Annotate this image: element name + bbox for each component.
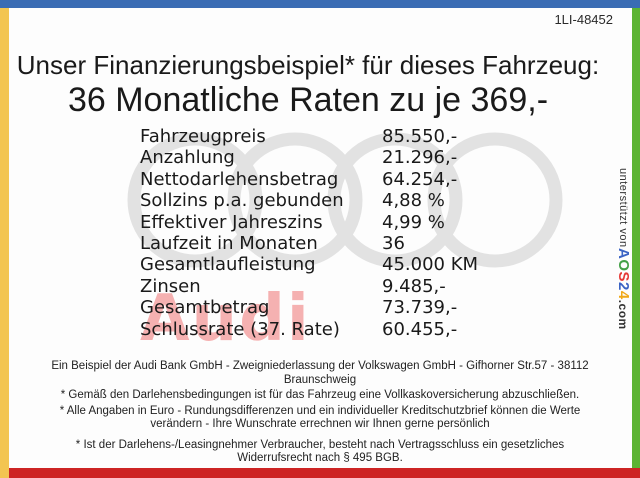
table-row: Effektiver Jahreszins 4,99 %	[140, 212, 560, 233]
monthly-rate-headline: 36 Monatliche Raten zu je 369,-	[67, 81, 549, 119]
table-row: Zinsen 9.485,-	[140, 276, 560, 297]
table-row: Schlussrate (37. Rate) 60.455,-	[140, 319, 560, 340]
table-row: Fahrzeugpreis 85.550,-	[140, 126, 560, 147]
row-value: 4,88 %	[382, 190, 445, 212]
row-label: Laufzeit in Monaten	[140, 232, 318, 254]
vehicle-ref-code: 1LI-48452	[554, 12, 613, 27]
aos24-letter: O	[615, 259, 632, 272]
row-label: Zinsen	[140, 275, 201, 297]
bottom-border-bar	[9, 468, 640, 478]
top-border-bar	[0, 0, 640, 8]
aos24-letter: A	[615, 247, 632, 259]
row-label: Effektiver Jahreszins	[140, 211, 323, 233]
row-value: 64.254,-	[382, 168, 458, 190]
row-label: Nettodarlehensbetrag	[140, 168, 339, 190]
aos24-letter: 2	[615, 281, 632, 291]
table-row: Anzahlung 21.296,-	[140, 147, 560, 168]
footnote-withdrawal: * Ist der Darlehens-/Leasingnehmer Verbr…	[75, 438, 565, 465]
right-border-bar	[632, 8, 640, 468]
left-border-bar	[0, 8, 9, 478]
table-row: Gesamtbetrag 73.739,-	[140, 297, 560, 318]
row-value: 60.455,-	[382, 318, 458, 340]
table-row: Nettodarlehensbetrag 64.254,-	[140, 169, 560, 190]
row-value: 85.550,-	[382, 126, 458, 147]
row-value: 36	[382, 232, 405, 254]
audi-text-watermark: Audi	[140, 282, 311, 356]
aos24-letter: S	[615, 271, 632, 282]
row-label: Gesamtlaufleistung	[140, 254, 316, 276]
row-value: 73.739,-	[382, 297, 458, 319]
row-value: 21.296,-	[382, 147, 458, 169]
table-row: Laufzeit in Monaten 36	[140, 233, 560, 254]
page-title: Unser Finanzierungsbeispiel* für dieses …	[16, 50, 600, 80]
row-value: 4,99 %	[382, 211, 445, 233]
row-value: 45.000 KM	[382, 254, 479, 276]
row-label: Anzahlung	[140, 147, 235, 169]
table-row: Gesamtlaufleistung 45.000 KM	[140, 254, 560, 275]
table-row: Sollzins p.a. gebunden 4,88 %	[140, 190, 560, 211]
row-label: Gesamtbetrag	[140, 297, 270, 319]
finance-table: Fahrzeugpreis 85.550,- Anzahlung 21.296,…	[140, 126, 560, 340]
footnote-bank-address: Ein Beispiel der Audi Bank GmbH - Zweign…	[51, 360, 589, 386]
row-label: Fahrzeugpreis	[140, 126, 266, 147]
legal-footnotes: Ein Beispiel der Audi Bank GmbH - Zweign…	[45, 360, 595, 468]
aos24-logo: AOS24.com	[615, 248, 632, 330]
supported-by-sidebar: unterstützt vonAOS24.com	[615, 168, 632, 329]
aos24-letter: 4	[615, 290, 632, 300]
row-label: Schlussrate (37. Rate)	[140, 318, 340, 340]
row-value: 9.485,-	[382, 275, 446, 297]
row-label: Sollzins p.a. gebunden	[140, 190, 344, 212]
footnote-euro-values: * Alle Angaben in Euro - Rundungsdiffere…	[59, 404, 581, 431]
footnote-insurance: * Gemäß den Darlehensbedingungen ist für…	[60, 389, 580, 401]
domain-suffix: .com	[616, 299, 630, 330]
supported-by-label: unterstützt von	[617, 168, 629, 248]
